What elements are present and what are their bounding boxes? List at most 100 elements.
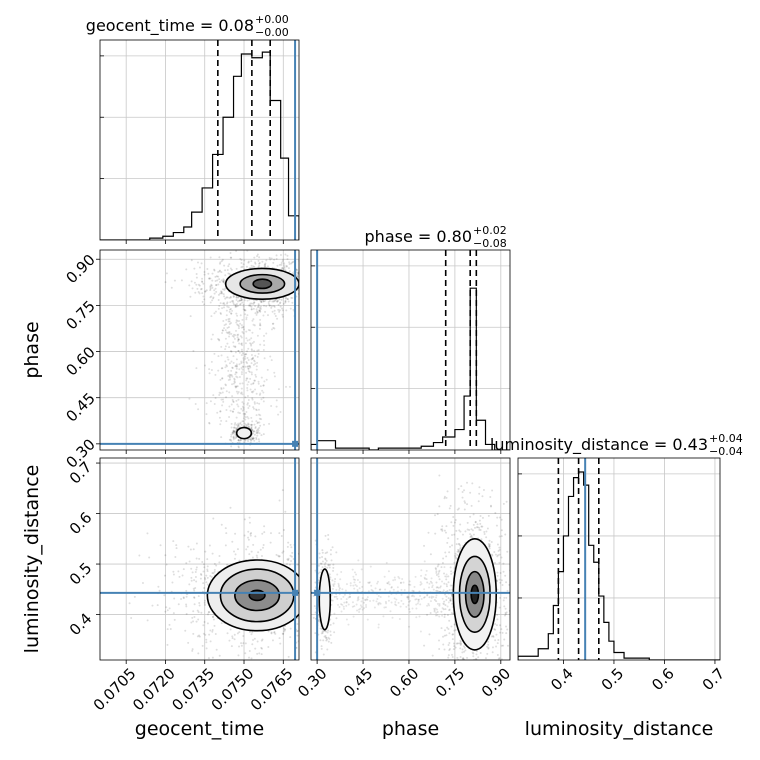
sample-point: [210, 295, 213, 298]
sample-point: [359, 604, 362, 607]
sample-point: [357, 596, 360, 599]
sample-point: [289, 636, 292, 639]
sample-point: [172, 540, 175, 543]
sample-point: [325, 643, 327, 645]
sample-point: [276, 264, 279, 267]
sample-point: [383, 575, 386, 578]
sample-point: [413, 595, 416, 598]
sample-point: [450, 572, 453, 575]
sample-point: [460, 485, 463, 488]
sample-point: [220, 367, 223, 370]
sample-point: [200, 573, 203, 576]
sample-point: [304, 608, 306, 610]
sample-point: [442, 635, 445, 638]
sample-point: [250, 657, 253, 660]
sample-point: [490, 541, 493, 544]
sample-point: [430, 596, 433, 599]
sample-point: [286, 298, 289, 301]
sample-point: [218, 555, 221, 558]
sample-point: [478, 526, 481, 529]
sample-point: [276, 317, 279, 320]
sample-point: [504, 574, 507, 577]
sample-point: [274, 315, 277, 318]
sample-point: [450, 595, 453, 598]
sample-point: [443, 582, 446, 585]
sample-point: [248, 404, 251, 407]
sample-point: [256, 640, 259, 643]
sample-point: [197, 291, 200, 294]
sample-point: [256, 556, 259, 559]
sample-point: [204, 578, 207, 581]
sample-point: [480, 538, 483, 541]
sample-point: [299, 568, 301, 570]
sample-point: [276, 300, 279, 303]
sample-point: [383, 606, 386, 609]
sample-point: [220, 386, 223, 389]
sample-point: [246, 403, 249, 406]
sample-point: [208, 422, 211, 425]
sample-point: [257, 429, 260, 432]
sample-point: [287, 655, 290, 658]
sample-point: [256, 355, 259, 358]
truth-marker: [292, 589, 299, 596]
sample-point: [346, 585, 348, 587]
title-upper-error: +0.00: [255, 13, 289, 26]
sample-point: [449, 566, 452, 569]
sample-point: [443, 529, 446, 532]
sample-point: [148, 556, 151, 559]
sample-point: [250, 348, 253, 351]
sample-point: [226, 326, 229, 329]
sample-point: [233, 377, 236, 380]
sample-point: [409, 583, 412, 586]
sample-point: [320, 647, 323, 650]
sample-point: [439, 586, 442, 589]
sample-point: [305, 292, 307, 294]
sample-point: [252, 437, 255, 440]
sample-point: [322, 653, 325, 656]
hist-frame-geocent_time: [99, 39, 300, 241]
sample-point: [255, 409, 258, 412]
sample-point: [205, 638, 208, 641]
sample-point: [281, 266, 284, 269]
sample-point: [251, 398, 254, 401]
sample-point: [279, 410, 282, 413]
sample-point: [407, 597, 410, 600]
sample-point: [267, 301, 270, 304]
sample-point: [288, 270, 291, 273]
sample-point: [209, 287, 212, 290]
sample-point: [195, 367, 198, 370]
sample-point: [214, 373, 217, 376]
sample-point: [185, 612, 188, 615]
sample-point: [203, 303, 206, 306]
sample-point: [262, 339, 265, 342]
sample-point: [374, 587, 377, 590]
sample-point: [269, 355, 272, 358]
sample-point: [491, 646, 494, 649]
sample-point: [238, 299, 241, 302]
sample-point: [471, 651, 474, 654]
sample-point: [304, 266, 306, 268]
sample-point: [497, 639, 500, 642]
sample-point: [300, 584, 302, 586]
sample-point: [247, 358, 250, 361]
sample-point: [414, 575, 417, 578]
sample-point: [318, 288, 320, 290]
sample-point: [452, 648, 455, 651]
sample-point: [320, 568, 323, 571]
sample-point: [231, 431, 234, 434]
sample-point: [230, 439, 233, 442]
sample-point: [256, 311, 259, 314]
sample-point: [463, 687, 465, 689]
sample-point: [297, 272, 299, 275]
sample-point: [240, 360, 243, 363]
sample-point: [235, 305, 238, 308]
sample-point: [232, 431, 235, 434]
sample-point: [181, 574, 184, 577]
sample-point: [419, 581, 422, 584]
sample-point: [280, 534, 283, 537]
sample-point: [252, 543, 255, 546]
sample-point: [331, 557, 333, 559]
sample-point: [187, 545, 190, 548]
sample-point: [232, 301, 235, 304]
sample-point: [252, 437, 255, 440]
